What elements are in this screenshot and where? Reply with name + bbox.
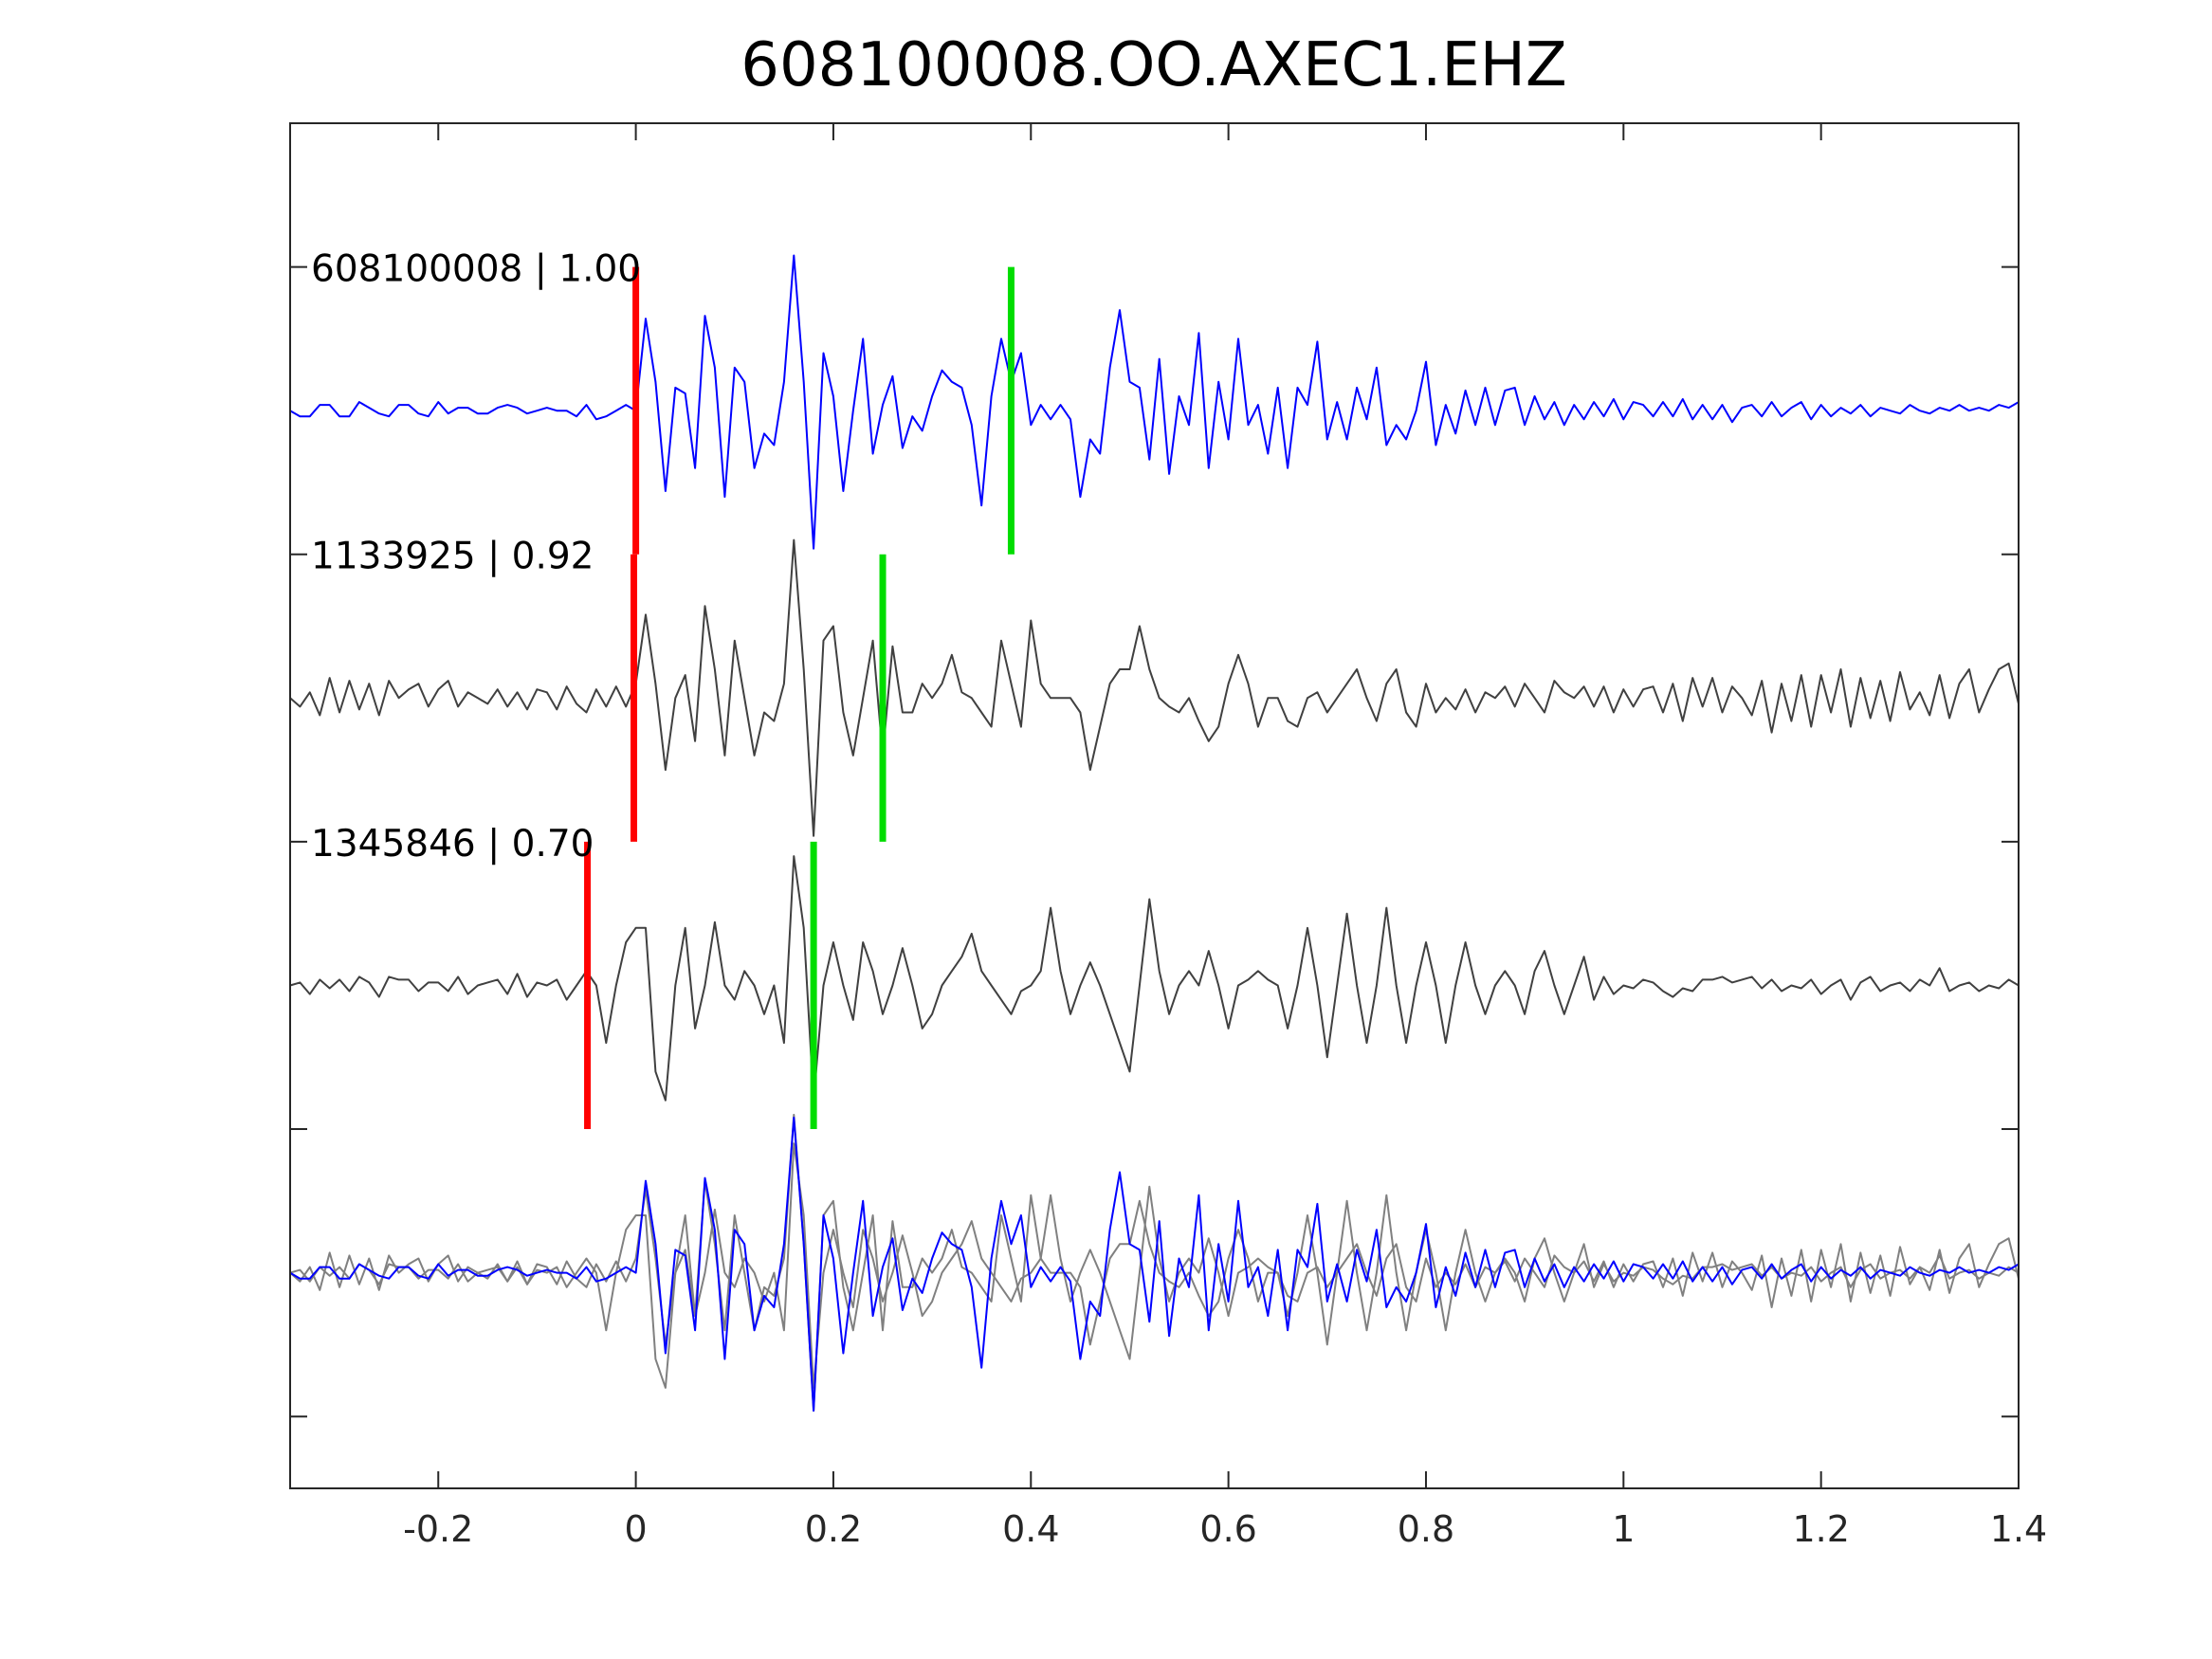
overlay-trace-1345846 [289, 1142, 2020, 1389]
overlay-trace-1133925 [289, 1113, 2020, 1413]
x-tick-label: 0.4 [1002, 1508, 1059, 1550]
x-tick-label: 1 [1612, 1508, 1635, 1550]
trace-label: 1345846 | 0.70 [311, 823, 594, 866]
x-tick-label: 0.6 [1199, 1508, 1256, 1550]
x-axis: -0.2 0 0.2 0.4 0.6 0.8 1 1.2 1.4 [289, 122, 2047, 1550]
trace-1133925 [289, 538, 2020, 837]
x-tick-label: 0.8 [1398, 1508, 1454, 1550]
chart-title: 608100008.OO.AXEC1.EHZ [740, 30, 1567, 100]
trace-1345846 [289, 855, 2020, 1102]
x-tick-label: 1.2 [1792, 1508, 1849, 1550]
x-tick-label: 0.2 [805, 1508, 862, 1550]
trace-608100008 [289, 254, 2020, 550]
overlay-trace-608100008 [289, 1116, 2020, 1413]
x-tick-label: 0 [625, 1508, 648, 1550]
plot-area: 608100008 | 1.00 1133925 | 0.92 1345846 | … [289, 248, 2020, 1413]
trace-label: 1133925 | 0.92 [311, 536, 594, 578]
axes-frame [289, 122, 2020, 1489]
x-tick-label: 1.4 [1990, 1508, 2047, 1550]
x-tick-label: -0.2 [403, 1508, 473, 1550]
trace-label: 608100008 | 1.00 [311, 248, 641, 291]
